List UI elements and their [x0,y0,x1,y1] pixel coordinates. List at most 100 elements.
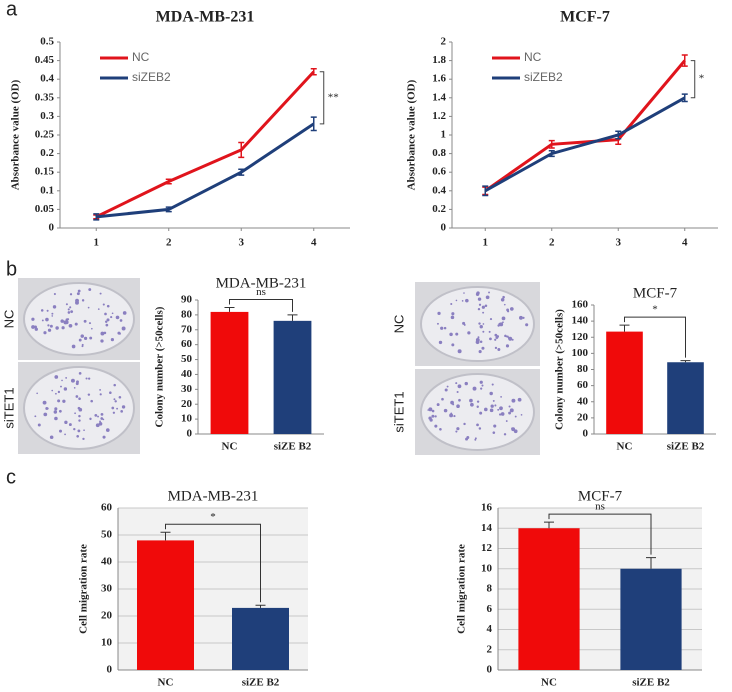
bar [232,607,289,670]
y-tick-label: 12 [481,542,493,554]
y-tick-label: 40 [577,395,589,407]
error-bar [548,150,555,158]
colony [436,322,439,325]
colony [485,295,490,300]
colony [455,430,458,433]
y-tick-label: 0.2 [40,147,54,159]
colony [489,318,493,321]
photo-label: siTET1 [1,387,16,428]
x-tick-label: 2 [166,237,172,249]
y-tick-label: 0.4 [432,184,446,196]
colony [75,395,79,398]
error-bar [619,324,630,332]
colony [68,423,72,426]
error-bar [310,68,317,76]
colony [62,399,66,403]
colony [113,383,116,387]
y-tick-label: 120 [572,331,589,343]
line-series [95,70,315,219]
colony [428,407,433,412]
error-bar [544,521,554,529]
colony [501,316,506,321]
colony [525,323,529,327]
colony [89,336,93,340]
error-bar [310,116,317,132]
colony [434,424,438,428]
colony [73,427,76,431]
colony [508,405,511,408]
colony [94,414,98,417]
colony [73,387,76,389]
x-tick-label: siZE B2 [667,441,705,453]
colony [47,324,50,327]
bar [137,540,194,670]
x-tick-label: siZE B2 [274,441,312,453]
colony [110,338,114,342]
colony [496,335,500,338]
y-tick-label: 80 [577,363,589,375]
y-tick-label: 0.3 [40,110,54,122]
colony [440,326,444,330]
colony [59,429,62,433]
colony [505,420,508,422]
colony [49,324,53,328]
chart-title: MCF-7 [560,9,610,26]
colony [116,407,119,410]
significance-bracket [624,316,686,358]
colony [65,318,69,321]
colony [83,336,88,341]
colony [484,407,488,412]
colony [57,390,61,394]
colony [481,346,485,350]
significance-label: * [210,511,216,523]
colony [482,323,485,325]
colony [434,415,437,418]
error-bar [681,93,688,103]
colony [484,304,488,308]
colony [511,398,516,403]
colony [105,428,110,432]
colony [64,320,69,325]
y-axis-label: Colony number (>50cells) [554,309,566,430]
colony [492,431,496,434]
y-axis-label: Absorbance value (OD) [406,79,418,190]
dish [23,282,135,356]
legend-label: NC [132,50,150,64]
colony [450,412,453,415]
colony [104,320,108,323]
colony [76,434,80,438]
y-tick-label: 90 [181,294,193,306]
error-bar [287,314,298,321]
y-tick-label: 1.8 [432,54,446,66]
colony [89,417,92,421]
x-tick-label: 1 [483,237,489,249]
colony [503,433,507,436]
colony [489,408,494,413]
colony [490,404,494,408]
colony [478,303,482,306]
colony [60,319,64,323]
colony [479,411,483,415]
colony [102,435,106,439]
error-bar [160,531,171,541]
y-tick-label: 60 [101,502,113,514]
colony [83,429,85,432]
colony [31,325,35,329]
colony [455,382,458,385]
colony [492,399,495,402]
colony [77,289,81,293]
colony [43,331,47,335]
colony [87,306,90,309]
colony [37,423,41,427]
colony [476,400,480,403]
colony [450,302,453,306]
colony [519,315,523,320]
y-tick-label: 140 [572,315,589,327]
chart-title: MDA-MB-231 [168,488,259,504]
colony [456,390,459,394]
y-tick-label: 0.35 [35,91,55,103]
y-tick-label: 50 [181,353,193,365]
colony [106,318,110,322]
colony [117,316,120,319]
colony [443,408,448,413]
